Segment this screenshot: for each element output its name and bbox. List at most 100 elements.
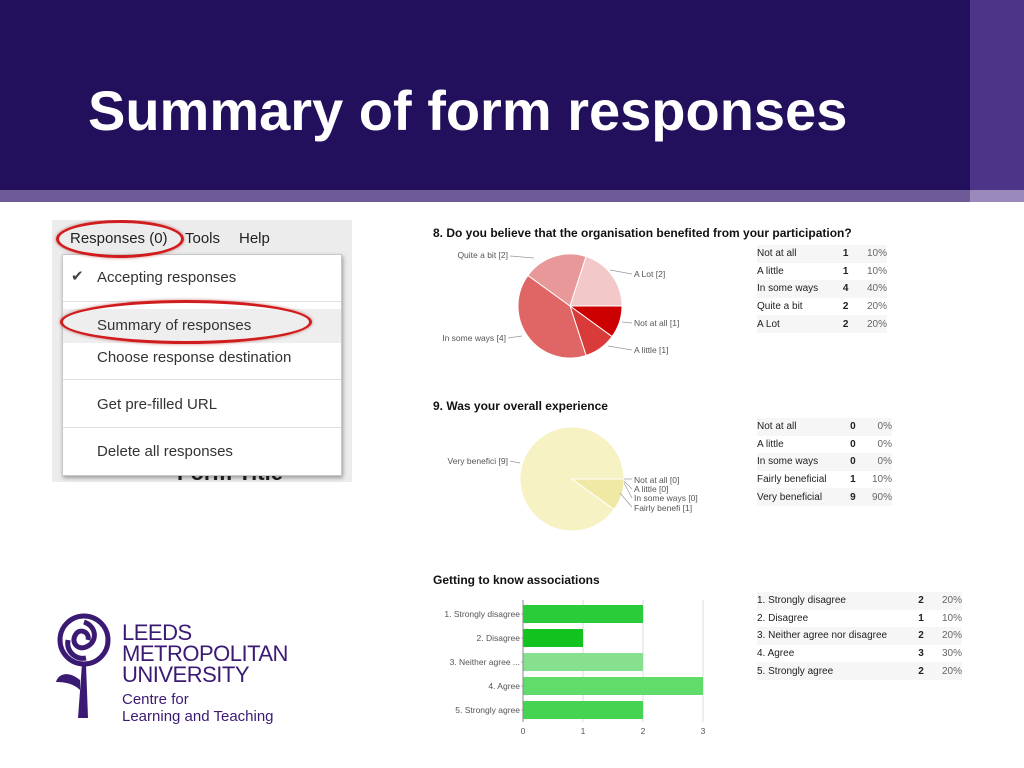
bar3-category-label: 4. Agree xyxy=(488,681,520,691)
table2-label: In some ways xyxy=(757,453,844,471)
table1-count: 2 xyxy=(838,315,849,333)
menubar-help[interactable]: Help xyxy=(239,230,270,247)
table1-percent: 40% xyxy=(848,280,887,298)
table1-label: A little xyxy=(757,265,784,277)
table2-percent: 10% xyxy=(871,474,892,486)
pie1-label-2: In some ways [4] xyxy=(442,333,506,343)
table2-row: In some ways 0 0% xyxy=(757,453,892,471)
table3-percent: 20% xyxy=(923,592,962,610)
logo-line-university: UNIVERSITY xyxy=(122,662,250,687)
title-underline xyxy=(0,190,970,202)
table3-count: 3 xyxy=(918,648,924,660)
table3-count: 2 xyxy=(909,592,924,610)
table2-count: 0 xyxy=(850,438,856,450)
pie1-leader-0 xyxy=(621,321,633,324)
pie1-leader-3 xyxy=(509,255,535,259)
table2-row: Very beneficial 9 90% xyxy=(757,488,892,506)
pie1-leader-4 xyxy=(609,269,633,275)
university-emblem xyxy=(56,613,111,718)
bar-chart-associations: 0 1 2 3 1. Strongly disagree 2. Disagree 3. Ne… xyxy=(444,600,706,736)
title-band xyxy=(0,0,970,190)
menu-divider xyxy=(63,379,341,380)
pie2-leader-2 xyxy=(623,482,633,499)
table3-label: 2. Disagree xyxy=(757,612,809,624)
table2-label: Not at all xyxy=(757,418,844,436)
title-accent xyxy=(970,0,1024,190)
table-benefit: Not at all 1 10% A little 1 10% In some ways 4 4… xyxy=(757,245,887,333)
chart1-title: 8. Do you believe that the organisation … xyxy=(433,226,852,240)
menu-screenshot: Responses (0) Tools Help Form Title ✔ Ac… xyxy=(52,220,352,482)
table3-row: 5. Strongly agree 2 20% xyxy=(757,662,962,680)
table3-row: 3. Neither agree nor disagree 2 20% xyxy=(757,627,962,645)
pie1-slice-4 xyxy=(569,255,623,307)
table1-row: A little 1 10% xyxy=(757,263,887,281)
bar3-xtick: 1 xyxy=(581,726,586,736)
table2-count: 1 xyxy=(850,474,856,486)
table2-label: Very beneficial xyxy=(757,488,844,506)
bar3-xtick: 2 xyxy=(641,726,646,736)
bar3-bar-0 xyxy=(523,605,643,623)
pie1-label-4: A Lot [2] xyxy=(634,269,665,279)
table1-percent: 10% xyxy=(866,265,887,277)
table3-percent: 10% xyxy=(941,612,962,624)
bar3-xtick: 0 xyxy=(521,726,526,736)
table3-percent: 30% xyxy=(941,648,962,660)
table3-count: 2 xyxy=(909,627,924,645)
table1-label: Quite a bit xyxy=(757,301,803,313)
table1-row: Quite a bit 2 20% xyxy=(757,298,887,316)
table1-count: 1 xyxy=(842,265,849,277)
table1-count: 4 xyxy=(838,280,849,298)
bar3-bar-1 xyxy=(523,629,583,647)
menu-item-get-prefilled-url[interactable]: Get pre-filled URL xyxy=(97,396,218,413)
table2-label: A little xyxy=(757,438,784,450)
pie-chart-experience: Not at all [0]A little [0]In some ways [… xyxy=(448,426,698,532)
bar3-xtick: 3 xyxy=(701,726,706,736)
table2-row: A little 0 0% xyxy=(757,436,892,454)
table3-label: 5. Strongly agree xyxy=(757,662,910,680)
pie2-label-1: A little [0] xyxy=(634,484,669,494)
table1-percent: 20% xyxy=(866,301,887,313)
pie1-slice-3 xyxy=(527,253,587,307)
pie1-label-3: Quite a bit [2] xyxy=(457,250,508,260)
table2-label: Fairly beneficial xyxy=(757,474,827,486)
table1-row: A Lot 2 20% xyxy=(757,315,887,333)
logo-sub-centre: Centre for xyxy=(122,691,189,708)
university-logo-text: LEEDS METROPOLITAN UNIVERSITY Centre for… xyxy=(122,620,288,726)
table2-percent: 90% xyxy=(855,488,892,506)
menu-divider xyxy=(63,427,341,428)
table3-percent: 20% xyxy=(923,662,962,680)
pie2-label-0: Not at all [0] xyxy=(634,475,679,485)
menu-item-choose-destination[interactable]: Choose response destination xyxy=(97,349,292,366)
logo-sub-learning: Learning and Teaching xyxy=(122,708,274,725)
responses-dropdown: ✔ Accepting responses Summary of respons… xyxy=(62,254,342,476)
table3-row: 1. Strongly disagree 2 20% xyxy=(757,592,962,610)
pie1-leader-2 xyxy=(507,335,523,339)
bar3-category-label: 2. Disagree xyxy=(477,633,521,643)
table3-label: 4. Agree xyxy=(757,648,795,660)
pie2-leader-3 xyxy=(619,492,633,508)
table1-label: Not at all xyxy=(757,245,839,263)
menubar-tools[interactable]: Tools xyxy=(185,230,221,247)
table1-label: A Lot xyxy=(757,315,839,333)
table2-count: 0 xyxy=(843,453,856,471)
table2-percent: 0% xyxy=(877,438,892,450)
highlight-oval-summary xyxy=(60,300,312,344)
logo-line-leeds: LEEDS xyxy=(122,620,192,645)
menu-item-accepting-responses[interactable]: Accepting responses xyxy=(97,269,237,286)
chart2-title: 9. Was your overall experience xyxy=(433,399,608,413)
table3-label: 1. Strongly disagree xyxy=(757,592,910,610)
slide-title: Summary of form responses xyxy=(88,79,848,142)
pie2-leader-4 xyxy=(509,460,521,464)
table2-row: Fairly beneficial 1 10% xyxy=(757,471,892,489)
pie2-slice-4 xyxy=(519,426,625,532)
pie1-slice-2 xyxy=(517,274,587,359)
pie1-leader-1 xyxy=(607,345,633,351)
pie-chart-benefit: Not at all [1] A little [1] In some ways [… xyxy=(442,250,679,359)
bar3-category-label: 3. Neither agree ... xyxy=(450,657,520,667)
table2-count: 9 xyxy=(843,488,856,506)
logo-line-metropolitan: METROPOLITAN xyxy=(122,641,288,666)
menu-item-delete-all-responses[interactable]: Delete all responses xyxy=(97,443,233,460)
table1-count: 1 xyxy=(838,245,849,263)
table2-percent: 0% xyxy=(855,453,892,471)
table-associations: 1. Strongly disagree 2 20% 2. Disagree 1 10% 3… xyxy=(757,592,962,680)
